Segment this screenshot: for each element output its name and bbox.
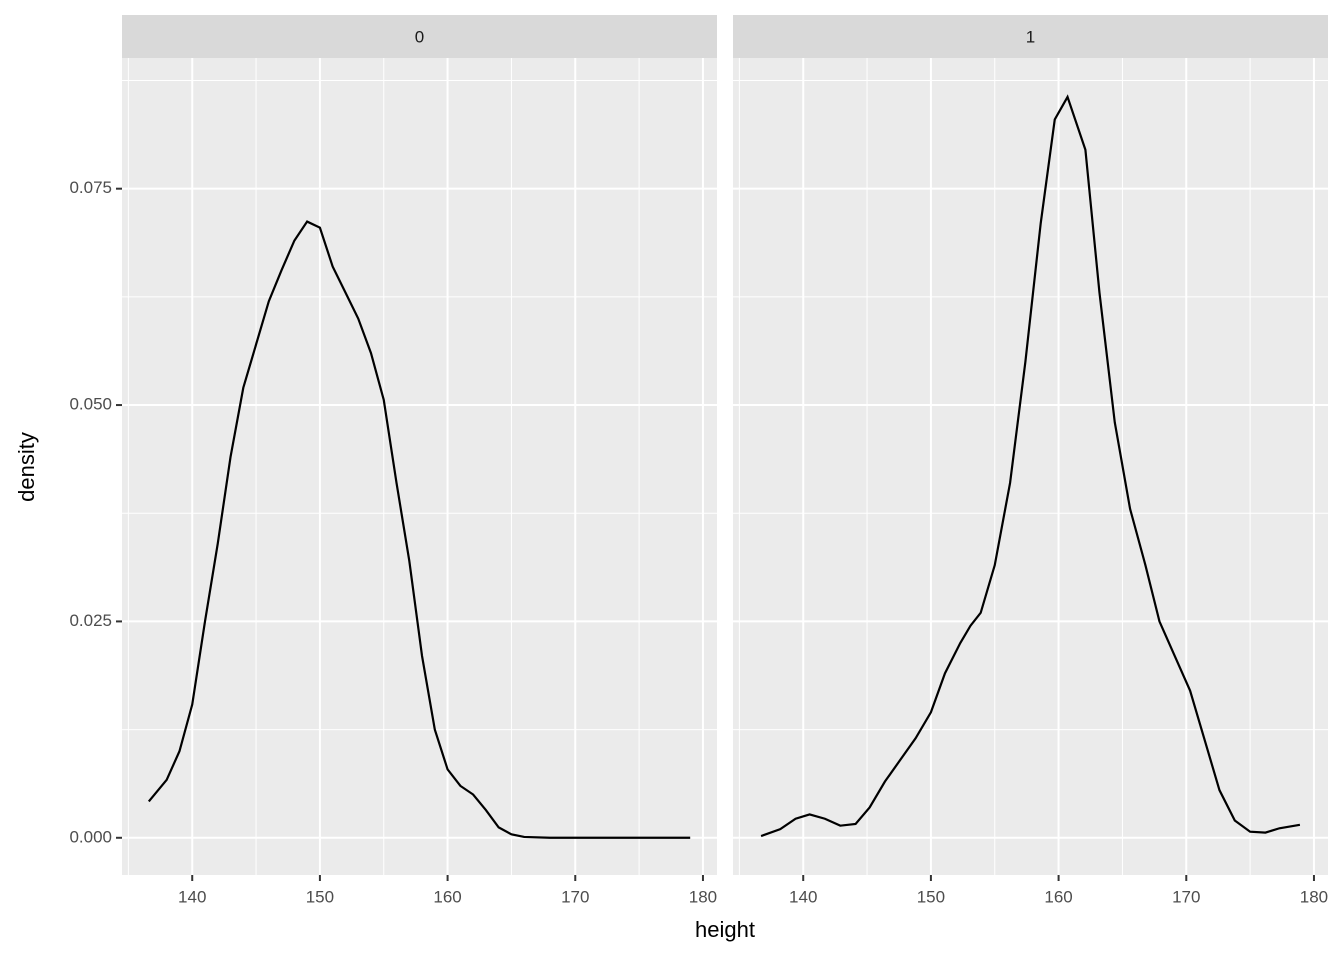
x-tick-label: 150	[917, 887, 945, 906]
strip-background	[122, 15, 717, 58]
x-tick-label: 170	[1172, 887, 1200, 906]
x-tick-label: 180	[689, 887, 717, 906]
density-line	[760, 94, 1301, 838]
x-tick-label: 160	[433, 887, 461, 906]
x-axis-title: height	[695, 917, 755, 942]
panel-background	[122, 58, 717, 875]
x-tick-label: 140	[178, 887, 206, 906]
x-tick-label: 150	[306, 887, 334, 906]
x-tick-label: 140	[789, 887, 817, 906]
y-tick-label: 0.075	[69, 178, 112, 197]
strip-label: 0	[415, 27, 424, 46]
strip-label: 1	[1026, 27, 1035, 46]
y-tick-label: 0.000	[69, 827, 112, 846]
density-line	[147, 220, 691, 839]
panel-background	[733, 58, 1328, 875]
strip-background	[733, 15, 1328, 58]
x-tick-label: 160	[1044, 887, 1072, 906]
y-tick-label: 0.025	[69, 611, 112, 630]
y-tick-label: 0.050	[69, 395, 112, 414]
x-tick-label: 180	[1300, 887, 1328, 906]
x-tick-label: 170	[561, 887, 589, 906]
y-axis-title: density	[14, 432, 39, 502]
